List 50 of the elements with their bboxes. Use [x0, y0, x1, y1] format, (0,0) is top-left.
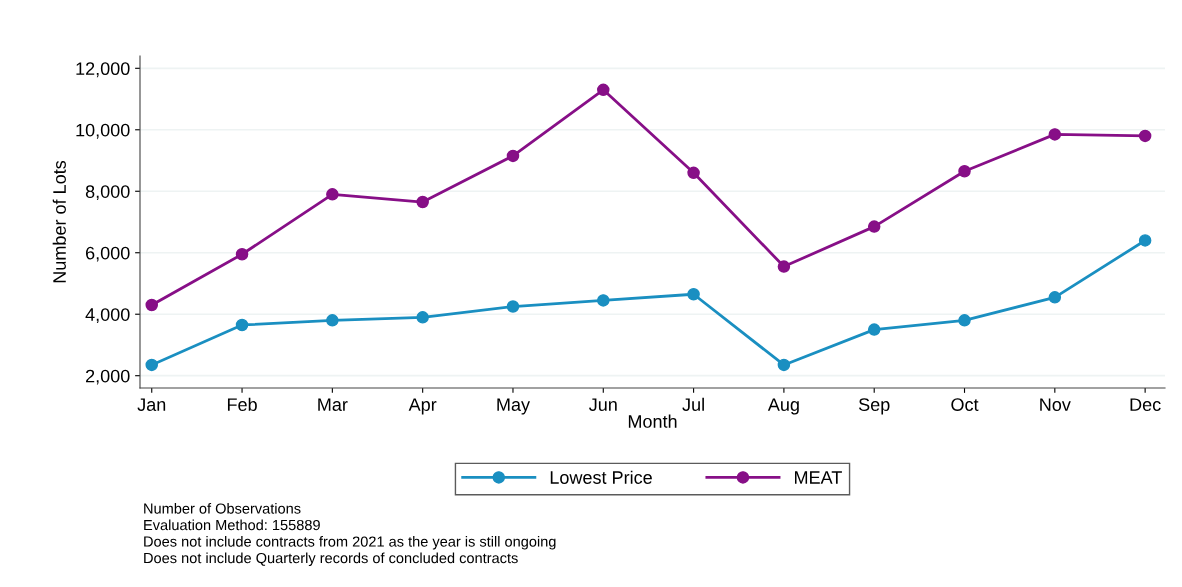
point — [235, 318, 249, 332]
point — [777, 358, 791, 372]
y-axis-title: Number of Lots — [52, 160, 66, 283]
point — [958, 165, 971, 178]
point — [597, 83, 610, 97]
point — [867, 220, 881, 233]
x-tick-label: Jul — [682, 397, 704, 411]
text: Does not include contracts from 2021 as the year is still ongoing — [144, 536, 556, 550]
legend-label: MEAT — [795, 471, 842, 484]
x-tick-label: Nov — [1040, 398, 1071, 411]
x-tick-label: Apr — [408, 398, 437, 415]
point — [1048, 128, 1062, 141]
y-tick-label: 12,000 — [76, 62, 130, 78]
y-tick-label: 2,000 — [86, 369, 130, 385]
x-tick-label: Dec — [1130, 398, 1161, 411]
x-axis-title: Month — [628, 414, 677, 428]
point — [416, 195, 429, 209]
point — [145, 298, 158, 312]
y-tick-label: 4,000 — [85, 308, 130, 324]
legend-label: Lowest Price — [550, 470, 652, 484]
point — [1048, 291, 1062, 304]
x-tick-label: Jan — [137, 398, 166, 411]
point — [777, 260, 791, 273]
text: Evaluation Method: 155889 — [144, 519, 320, 531]
point — [416, 311, 429, 324]
point — [1138, 234, 1152, 247]
point — [687, 166, 700, 180]
point — [326, 314, 339, 327]
y-tick-label: 10,000 — [76, 123, 130, 139]
point — [867, 323, 881, 336]
x-tick-label: May — [497, 398, 530, 415]
x-tick-label: Mar — [318, 398, 348, 411]
point — [506, 149, 520, 163]
x-tick-label: Feb — [227, 397, 257, 411]
y-tick-label: 6,000 — [86, 246, 130, 262]
point — [506, 300, 520, 313]
x-tick-label: Oct — [951, 398, 979, 411]
x-tick-label: Jun — [589, 398, 617, 411]
point — [1138, 129, 1152, 143]
point — [687, 287, 700, 301]
text: Does not include Quarterly records of concluded contracts — [144, 552, 518, 567]
point — [145, 358, 158, 372]
point — [326, 188, 339, 201]
point — [597, 294, 610, 307]
point — [235, 248, 249, 261]
x-tick-label: Aug — [767, 398, 799, 415]
y-tick-label: 8,000 — [85, 185, 130, 201]
point — [958, 314, 971, 327]
x-tick-label: Sep — [858, 398, 890, 415]
text: Number of Observations — [144, 503, 301, 514]
